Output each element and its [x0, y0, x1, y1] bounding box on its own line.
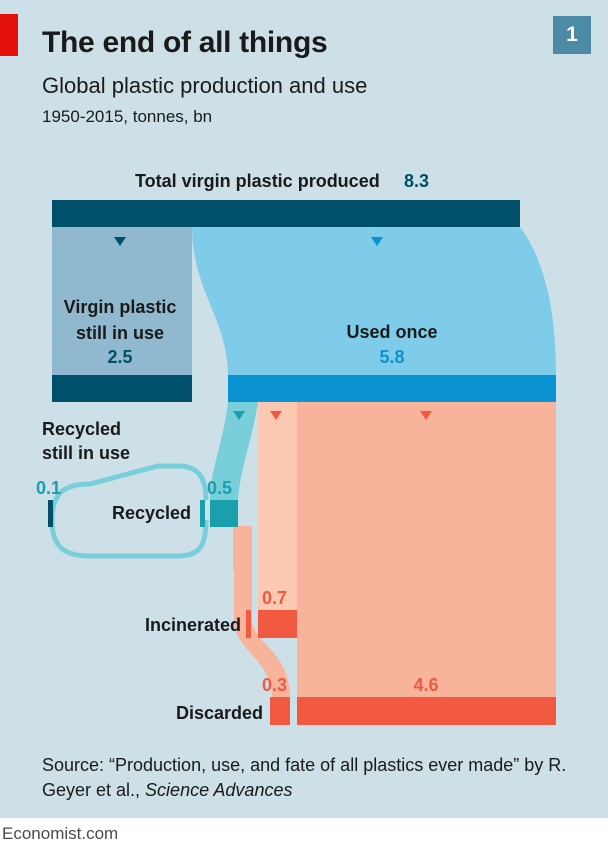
label-used-once: Used once	[346, 322, 437, 342]
chart-units: 1950-2015, tonnes, bn	[42, 107, 213, 126]
brand-footer: Economist.com	[2, 824, 119, 843]
brand-red-tag	[0, 14, 18, 56]
bar-total-produced	[52, 200, 520, 227]
label-discarded: Discarded	[176, 703, 263, 723]
node-recycled-still-in-use	[48, 500, 53, 527]
value-used-once: 5.8	[379, 347, 404, 367]
value-discarded-direct: 4.6	[413, 675, 438, 695]
source-journal: Science Advances	[145, 780, 293, 800]
bar-used-once	[228, 375, 556, 402]
node-discarded-direct	[297, 697, 556, 725]
arrow-down-icon	[371, 237, 383, 246]
flow-still-in-use	[52, 227, 192, 375]
node-incinerated	[258, 610, 297, 638]
source-text: Source: “Production, use, and fate of al…	[42, 755, 567, 800]
sankey-diagram: Total virgin plastic produced 8.3 Virgin…	[36, 171, 556, 725]
label-recycled-still-in-use-1: Recycled	[42, 419, 121, 439]
node-incinerated-small	[246, 610, 251, 638]
flow-discarded-direct	[297, 402, 556, 697]
value-incinerated: 0.7	[262, 588, 287, 608]
label-still-in-use-2: still in use	[76, 323, 164, 343]
flow-incinerated	[258, 402, 297, 610]
node-recycled-small	[200, 500, 205, 527]
flow-used-once	[192, 227, 556, 375]
arrow-down-icon	[270, 411, 282, 420]
arrow-down-icon	[114, 237, 126, 246]
chart-title: The end of all things	[42, 26, 328, 59]
label-incinerated: Incinerated	[145, 615, 241, 635]
label-still-in-use-1: Virgin plastic	[64, 297, 177, 317]
arrow-down-icon	[233, 411, 245, 420]
source-note: Source: “Production, use, and fate of al…	[42, 753, 582, 803]
bar-still-in-use	[52, 375, 192, 402]
label-recycled: Recycled	[112, 503, 191, 523]
value-total: 8.3	[404, 171, 429, 191]
label-total: Total virgin plastic produced	[135, 171, 380, 191]
value-still-in-use: 2.5	[107, 347, 132, 367]
node-recycled	[210, 500, 238, 527]
label-recycled-still-in-use-2: still in use	[42, 443, 130, 463]
chart-subtitle: Global plastic production and use	[42, 73, 368, 98]
value-discarded-from-recycled: 0.3	[262, 675, 287, 695]
value-recycled-still-in-use: 0.1	[36, 478, 61, 498]
flow-recycled	[210, 402, 258, 500]
arrow-down-icon	[420, 411, 432, 420]
chart-number-badge: 1	[553, 16, 591, 54]
value-recycled: 0.5	[207, 478, 232, 498]
node-discarded-from-recycled	[270, 697, 290, 725]
